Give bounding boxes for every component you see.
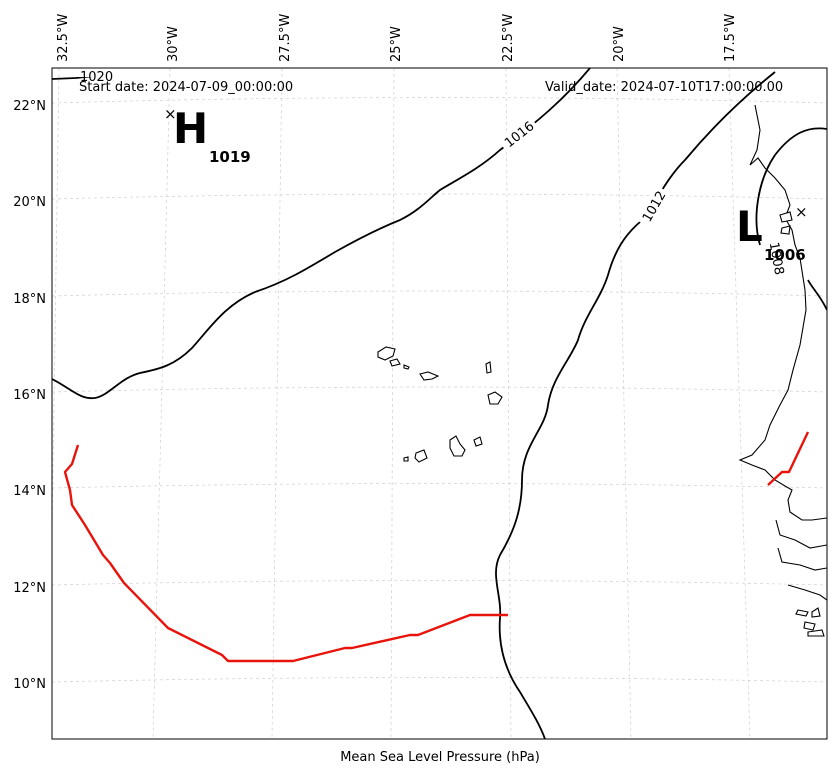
low-letter: L bbox=[736, 202, 763, 251]
contour-label-1020: 1020 bbox=[80, 70, 113, 85]
lon-tick-label: 17.5°W bbox=[723, 14, 738, 62]
low-pressure-center: × L 1006 bbox=[736, 202, 808, 264]
lon-tick-label: 27.5°W bbox=[278, 14, 293, 62]
start-date: Start date: 2024-07-09_00:00:00 bbox=[79, 80, 293, 95]
red-track-east bbox=[767, 431, 810, 486]
contour-labels: 1020 1016 1012 1008 bbox=[78, 68, 786, 276]
high-center-marker: × bbox=[164, 105, 177, 123]
high-value: 1019 bbox=[209, 148, 251, 166]
high-letter: H bbox=[173, 104, 208, 153]
lat-tick-label: 12°N bbox=[13, 581, 46, 596]
lon-tick-label: 25°W bbox=[389, 26, 404, 62]
isobar-1016 bbox=[52, 68, 591, 400]
red-track-west bbox=[63, 444, 508, 663]
low-value: 1006 bbox=[764, 246, 806, 264]
parallel-gridlines bbox=[52, 97, 827, 683]
lat-tick-label: 22°N bbox=[13, 99, 46, 114]
isobar-1008 bbox=[755, 127, 827, 246]
lat-tick-label: 16°N bbox=[13, 388, 46, 403]
african-coastline bbox=[738, 104, 827, 637]
longitude-tick-labels: 32.5°W 30°W 27.5°W 25°W 22.5°W 20°W 17.5… bbox=[56, 14, 738, 62]
lon-tick-label: 32.5°W bbox=[56, 14, 71, 62]
lat-tick-label: 20°N bbox=[13, 195, 46, 210]
map-frame bbox=[51, 67, 828, 740]
lat-tick-label: 18°N bbox=[13, 292, 46, 307]
contour-label-1008: 1008 bbox=[766, 241, 787, 276]
lon-tick-label: 30°W bbox=[166, 26, 181, 62]
high-pressure-center: × H 1019 bbox=[164, 104, 251, 166]
red-track-lines bbox=[63, 431, 810, 663]
isobar-1008-east bbox=[807, 279, 827, 311]
map-background bbox=[52, 68, 827, 739]
cape-verde-islands bbox=[377, 346, 503, 463]
lon-tick-label: 22.5°W bbox=[501, 14, 516, 62]
latitude-tick-labels: 22°N 20°N 18°N 16°N 14°N 12°N 10°N bbox=[13, 99, 46, 692]
meridian-gridlines bbox=[52, 68, 751, 739]
map-caption: Mean Sea Level Pressure (hPa) bbox=[340, 750, 540, 765]
low-center-marker: × bbox=[795, 203, 808, 221]
lon-tick-label: 20°W bbox=[612, 26, 627, 62]
lat-tick-label: 14°N bbox=[13, 484, 46, 499]
lat-tick-label: 10°N bbox=[13, 677, 46, 692]
isobar-1012 bbox=[495, 71, 776, 739]
valid-date: Valid_date: 2024-07-10T17:00:00.00 bbox=[545, 80, 783, 95]
